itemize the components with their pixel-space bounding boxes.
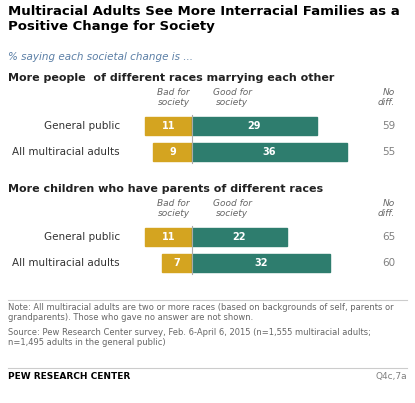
- Text: 7: 7: [173, 258, 181, 268]
- Bar: [192, 117, 317, 135]
- Text: 60: 60: [382, 258, 395, 268]
- Text: All multiracial adults: All multiracial adults: [12, 258, 120, 268]
- Text: Bad for
society: Bad for society: [157, 88, 190, 108]
- Text: More children who have parents of different races: More children who have parents of differ…: [8, 184, 323, 194]
- Bar: [192, 228, 287, 246]
- Text: More people  of different races marrying each other: More people of different races marrying …: [8, 73, 334, 83]
- Text: 11: 11: [161, 232, 175, 242]
- Text: Bad for
society: Bad for society: [157, 199, 190, 218]
- Text: 22: 22: [232, 232, 246, 242]
- Text: 32: 32: [254, 258, 268, 268]
- Bar: [153, 143, 192, 161]
- Bar: [145, 117, 192, 135]
- Bar: [145, 228, 192, 246]
- Text: 11: 11: [161, 121, 175, 131]
- Text: Good for
society: Good for society: [212, 199, 251, 218]
- Text: % saying each societal change is ...: % saying each societal change is ...: [8, 52, 193, 62]
- Text: Source: Pew Research Center survey, Feb. 6-April 6, 2015 (n=1,555 multiracial ad: Source: Pew Research Center survey, Feb.…: [8, 328, 371, 347]
- Text: Multiracial Adults See More Interracial Families as a
Positive Change for Societ: Multiracial Adults See More Interracial …: [8, 5, 400, 33]
- Text: PEW RESEARCH CENTER: PEW RESEARCH CENTER: [8, 372, 130, 381]
- Text: 59: 59: [382, 121, 395, 131]
- Text: Q4c,7a: Q4c,7a: [376, 372, 407, 381]
- Bar: [192, 254, 330, 272]
- Text: General public: General public: [44, 121, 120, 131]
- Text: Note: All multiracial adults are two or more races (based on backgrounds of self: Note: All multiracial adults are two or …: [8, 303, 393, 322]
- Text: No
diff.: No diff.: [378, 88, 395, 108]
- Bar: [162, 254, 192, 272]
- Text: 36: 36: [263, 147, 276, 157]
- Text: Good for
society: Good for society: [212, 88, 251, 108]
- Text: General public: General public: [44, 232, 120, 242]
- Text: No
diff.: No diff.: [378, 199, 395, 218]
- Text: 65: 65: [382, 232, 395, 242]
- Text: 29: 29: [248, 121, 261, 131]
- Text: 55: 55: [382, 147, 395, 157]
- Text: All multiracial adults: All multiracial adults: [12, 147, 120, 157]
- Text: 9: 9: [169, 147, 176, 157]
- Bar: [192, 143, 347, 161]
